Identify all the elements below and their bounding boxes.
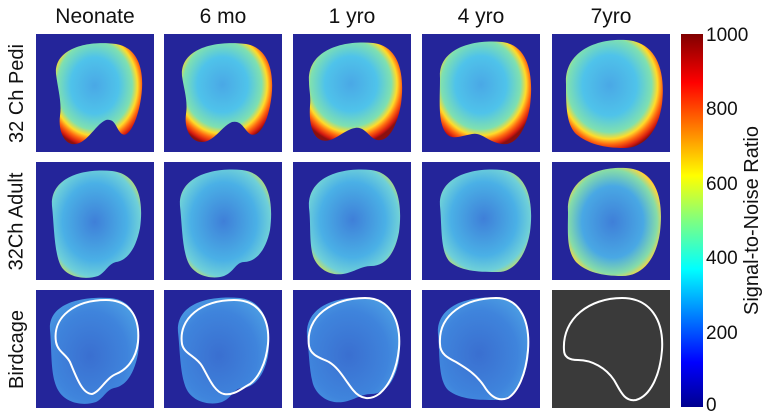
snr-map-pedi-4yro bbox=[422, 34, 540, 152]
head-outline-4yro bbox=[438, 296, 530, 401]
head-outline-7yro bbox=[562, 296, 664, 402]
column-label-neonate: Neonate bbox=[55, 5, 135, 28]
snr-map-pedi-6mo bbox=[164, 34, 282, 152]
snr-map-adult-4yro bbox=[422, 162, 540, 280]
colorbar-tick-0: 0 bbox=[706, 395, 717, 416]
snr-map-birdcage-4yro bbox=[422, 290, 540, 408]
head-outline-6mo bbox=[180, 298, 270, 396]
row-label-32ch-adult: 32Ch Adult bbox=[5, 172, 28, 270]
snr-map-birdcage-neonate bbox=[36, 290, 154, 408]
snr-map-adult-neonate bbox=[36, 162, 154, 280]
snr-map-adult-1yro bbox=[293, 162, 411, 280]
colorbar bbox=[681, 34, 703, 407]
snr-map-pedi-1yro bbox=[293, 34, 411, 152]
colorbar-tick-1000: 1000 bbox=[706, 25, 749, 46]
snr-map-adult-6mo bbox=[164, 162, 282, 280]
snr-map-birdcage-6mo bbox=[164, 290, 282, 408]
snr-map-pedi-neonate bbox=[36, 34, 154, 152]
colorbar-tick-600: 600 bbox=[706, 174, 738, 195]
snr-map-birdcage-7yro bbox=[552, 290, 670, 408]
snr-map-adult-7yro bbox=[552, 162, 670, 280]
snr-map-birdcage-1yro bbox=[293, 290, 411, 408]
colorbar-title: Signal-to-Noise Ratio bbox=[740, 126, 763, 315]
column-label-4yro: 4 yro bbox=[457, 5, 505, 28]
colorbar-tick-400: 400 bbox=[706, 248, 738, 269]
head-outline-neonate bbox=[54, 298, 140, 396]
row-label-birdcage: Birdcage bbox=[5, 309, 28, 389]
column-label-6mo: 6 mo bbox=[199, 5, 247, 28]
colorbar-tick-800: 800 bbox=[706, 99, 738, 120]
column-label-1yro: 1 yro bbox=[328, 5, 376, 28]
row-label-32ch-pedi: 32 Ch Pedi bbox=[5, 43, 28, 143]
colorbar-tick-200: 200 bbox=[706, 323, 738, 344]
head-outline-1yro bbox=[307, 296, 401, 400]
column-label-7yro: 7yro bbox=[590, 5, 632, 28]
snr-map-pedi-7yro bbox=[552, 34, 670, 152]
